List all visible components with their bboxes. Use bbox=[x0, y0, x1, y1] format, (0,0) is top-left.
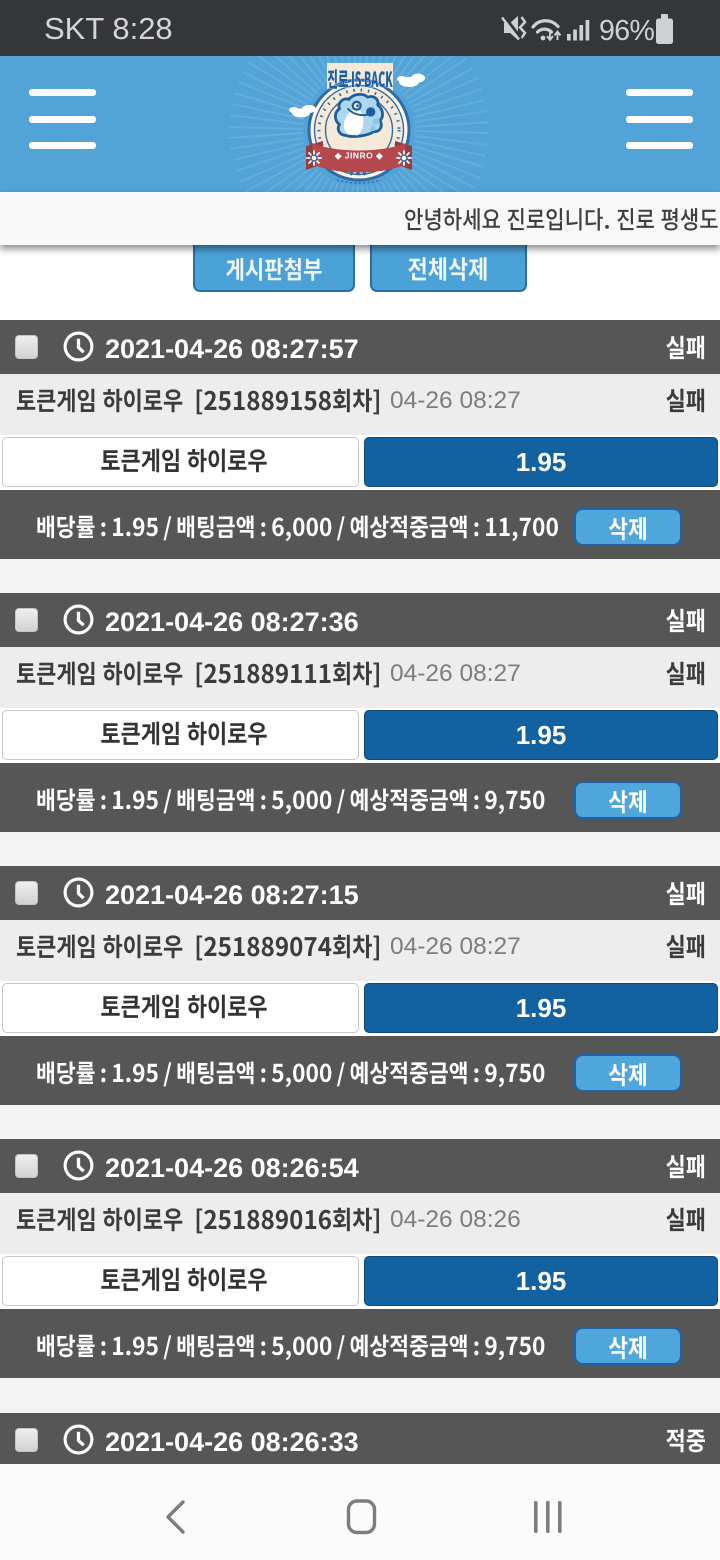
svg-text:2021-04-26 08:27:57: 2021-04-26 08:27:57 bbox=[105, 334, 359, 364]
svg-text:04-26 08:27: 04-26 08:27 bbox=[390, 660, 521, 687]
svg-text:04-26 08:27: 04-26 08:27 bbox=[390, 387, 521, 414]
svg-text:04-26 08:26: 04-26 08:26 bbox=[390, 1206, 521, 1233]
svg-text:◆◆◆: ◆◆◆ bbox=[349, 171, 369, 177]
svg-text:2021-04-26 08:26:54: 2021-04-26 08:26:54 bbox=[105, 1153, 359, 1183]
svg-text:96%: 96% bbox=[599, 15, 655, 47]
svg-text:1.95: 1.95 bbox=[516, 1266, 567, 1296]
svg-text:SKT 8:28: SKT 8:28 bbox=[44, 11, 173, 46]
svg-text:2021-04-26 08:27:36: 2021-04-26 08:27:36 bbox=[105, 607, 359, 637]
svg-text:04-26 08:27: 04-26 08:27 bbox=[390, 933, 521, 960]
svg-text:1.95: 1.95 bbox=[516, 993, 567, 1023]
svg-text:1.95: 1.95 bbox=[516, 447, 567, 477]
svg-text:◆ JINRO ◆: ◆ JINRO ◆ bbox=[334, 151, 384, 161]
svg-text:2021-04-26 08:26:33: 2021-04-26 08:26:33 bbox=[105, 1427, 359, 1457]
svg-text:2021-04-26 08:27:15: 2021-04-26 08:27:15 bbox=[105, 880, 359, 910]
svg-text:1.95: 1.95 bbox=[516, 720, 567, 750]
